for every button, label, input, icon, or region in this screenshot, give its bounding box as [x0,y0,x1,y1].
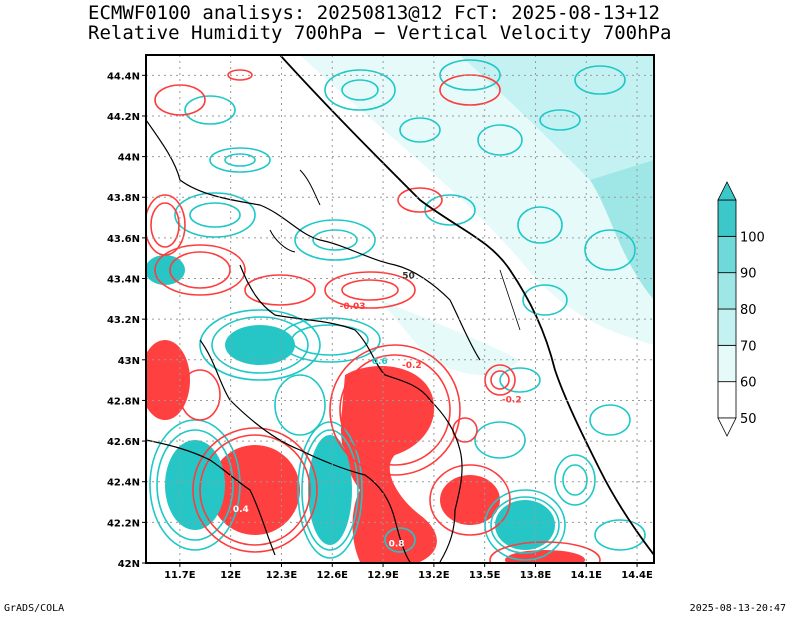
lon-tick-label: 13.2E [418,570,450,581]
footer-credit: GrADS/COLA [4,603,65,614]
grid-lines [146,55,654,563]
lon-tick-label: 11.7E [164,570,196,581]
lon-tick-label: 13.5E [469,570,501,581]
borders [146,55,654,563]
rh-70-shade [460,55,654,280]
descent-core-west [210,445,300,535]
colorbar-bottom-arrow [717,417,737,437]
colorbar-segment [717,308,737,346]
map-plot-area: 50 -0.2 -0.2 0.6 -0.03 0.4 0.8 [146,55,654,563]
contour-label: -0.03 [340,302,366,312]
colorbar-top-arrow [717,181,737,201]
ascent-core-s [308,435,352,545]
lat-tick-label: 43.8N [107,193,140,204]
lon-tick-label: 14.4E [621,570,653,581]
lat-tick-label: 44N [118,153,140,164]
lon-tick-label: 14.1E [571,570,603,581]
rh-80-shade [590,160,654,300]
lon-tick-label: 13.8E [520,570,552,581]
ascent-core-mid [225,325,295,365]
colorbar-level-label: 70 [740,339,757,354]
cyan-contours [149,59,646,561]
lat-tick-label: 44.2N [107,112,140,123]
ascent-core-se [495,500,555,550]
descent-core-south [440,475,500,525]
contour-labels: 50 -0.2 -0.2 0.6 -0.03 0.4 0.8 [233,272,522,550]
ascent-core-sw [165,440,225,530]
colorbar-level-label: 100 [740,230,765,245]
contour-label: 0.4 [233,505,249,515]
coastline [279,55,654,556]
contour-label: 50 [402,272,415,282]
lat-tick-label: 42.6N [107,437,140,448]
footer-timestamp: 2025-08-13-20:47 [689,603,786,614]
contour-label: 0.8 [389,540,405,550]
lat-tick-label: 43N [118,356,140,367]
colorbar-level-label: 60 [740,376,757,391]
colorbar-level-label: 50 [740,412,757,427]
descent-core-edge [146,340,190,420]
lat-tick-label: 43.4N [107,275,140,286]
lat-tick-label: 44.4N [107,71,140,82]
colorbar-segment [717,199,737,237]
lon-axis: 11.7E 12E 12.3E 12.6E 12.9E 13.2E 13.5E 13.8E 14… [164,563,653,581]
lon-tick-label: 12.3E [266,570,298,581]
lat-tick-label: 43.6N [107,234,140,245]
contour-label: -0.2 [402,361,422,371]
red-contours [146,69,601,563]
colorbar-level-label: 90 [740,267,757,282]
colorbar: 50 60 70 80 90 100 [717,181,765,437]
colorbar-segment [717,381,737,419]
lon-tick-label: 12.9E [367,570,399,581]
contour-label: -0.2 [502,395,522,405]
vertical-velocity-cores [146,255,585,563]
chart-title-line-1: ECMWF0100 analisys: 20250813@12 FcT: 202… [88,2,660,24]
lat-axis: 42N 42.2N 42.4N 42.6N 42.8N 43N 43.2N 43.4N 43.6… [107,71,146,570]
chart-title-line-2: Relative Humidity 700hPa − Vertical Velo… [88,22,672,44]
contour-label: 0.6 [372,357,388,367]
lon-tick-label: 12.6E [317,570,349,581]
lat-tick-label: 43.2N [107,315,140,326]
lon-tick-label: 12E [220,570,241,581]
colorbar-level-label: 80 [740,303,757,318]
map-frame [145,54,655,564]
lat-tick-label: 42N [118,559,140,570]
colorbar-segment [717,235,737,274]
lat-tick-label: 42.4N [107,478,140,489]
lat-tick-label: 42.8N [107,396,140,407]
colorbar-segment [717,344,737,383]
lat-tick-label: 42.2N [107,518,140,529]
ascent-core-nw [146,255,185,285]
colorbar-segment [717,272,737,310]
